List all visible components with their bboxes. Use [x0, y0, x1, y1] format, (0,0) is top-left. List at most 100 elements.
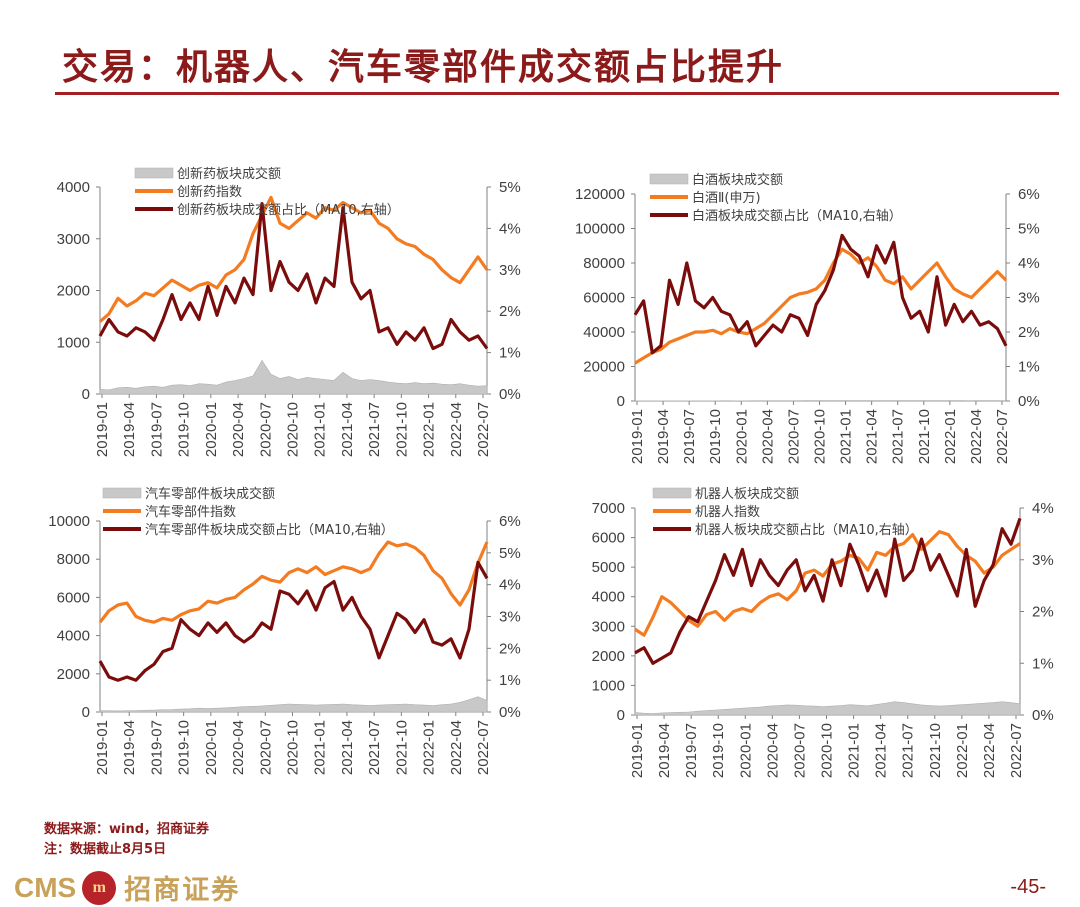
left-tick-label: 60000: [583, 290, 625, 307]
right-tick-label: 4%: [1018, 255, 1040, 272]
right-tick-label: 2%: [499, 640, 521, 657]
source-note: 数据来源：wind，招商证券: [44, 822, 210, 837]
legend-label: 机器人指数: [695, 505, 760, 520]
legend-swatch-volume: [652, 487, 692, 499]
right-tick-label: 5%: [499, 545, 521, 562]
x-tick-label: 2022-07: [994, 409, 1011, 464]
series-volume-area: [634, 701, 1021, 716]
left-tick-label: 2000: [57, 666, 90, 683]
x-tick-label: 2021-04: [339, 720, 356, 775]
x-tick-label: 2022-07: [475, 720, 492, 775]
x-tick-label: 2020-10: [285, 402, 302, 457]
left-tick-label: 120000: [575, 186, 625, 203]
title-underline: [55, 92, 1059, 95]
x-tick-label: 2022-07: [475, 402, 492, 457]
x-tick-label: 2019-04: [121, 402, 138, 457]
series-share-line: [98, 202, 489, 351]
left-tick-label: 100000: [575, 221, 625, 238]
right-tick-label: 1%: [499, 672, 521, 689]
x-tick-label: 2019-10: [707, 409, 724, 464]
x-tick-label: 2020-10: [812, 409, 829, 464]
series-index-line: [98, 195, 489, 323]
x-tick-label: 2019-10: [710, 723, 727, 778]
x-tick-label: 2019-10: [176, 402, 193, 457]
x-tick-label: 2019-01: [629, 409, 646, 464]
x-tick-label: 2021-10: [927, 723, 944, 778]
x-tick-label: 2021-07: [366, 402, 383, 457]
left-tick-label: 4000: [57, 628, 90, 645]
right-tick-label: 0%: [1018, 393, 1040, 410]
right-tick-label: 6%: [499, 513, 521, 530]
right-tick-label: 5%: [499, 179, 521, 196]
left-tick-label: 2000: [592, 648, 625, 665]
x-tick-label: 2022-01: [942, 409, 959, 464]
x-tick-label: 2020-04: [230, 402, 247, 457]
left-tick-label: 80000: [583, 255, 625, 272]
x-tick-label: 2021-10: [393, 402, 410, 457]
left-tick-label: 3000: [592, 618, 625, 635]
legend-swatch-volume: [102, 487, 142, 499]
x-tick-label: 2019-04: [656, 723, 673, 778]
chart-robot: 0 1000 2000 3000 4000 5000 6000 7000 0% 1% 2% 3% 4% 2…: [592, 486, 1054, 778]
left-tick-label: 8000: [57, 551, 90, 568]
x-tick-label: 2021-04: [873, 723, 890, 778]
x-tick-label: 2021-01: [846, 723, 863, 778]
x-tick-label: 2019-01: [94, 720, 111, 775]
right-tick-label: 3%: [499, 609, 521, 626]
legend-label: 白酒板块成交额: [692, 172, 783, 188]
left-tick-label: 6000: [592, 530, 625, 547]
legend-label: 白酒板块成交额占比（MA10,右轴）: [692, 208, 902, 224]
right-tick-label: 1%: [1018, 359, 1040, 376]
left-tick-label: 3000: [57, 231, 90, 248]
series-share-line: [98, 560, 489, 682]
left-tick-label: 20000: [583, 359, 625, 376]
series-index-line: [98, 540, 489, 624]
left-tick-label: 4000: [592, 589, 625, 606]
x-tick-label: 2022-04: [981, 723, 998, 778]
x-tick-label: 2021-01: [312, 720, 329, 775]
x-tick-label: 2020-07: [257, 402, 274, 457]
legend-label: 创新药指数: [177, 184, 242, 200]
left-tick-label: 0: [82, 704, 90, 721]
x-tick-label: 2020-07: [785, 409, 802, 464]
legend-label: 汽车零部件板块成交额占比（MA10,右轴）: [145, 522, 394, 538]
left-tick-label: 2000: [57, 283, 90, 300]
right-tick-label: 3%: [1032, 552, 1054, 569]
series-index-line: [634, 247, 1008, 365]
legend-swatch-volume: [649, 173, 689, 185]
left-tick-label: 1000: [57, 334, 90, 351]
x-tick-label: 2022-04: [968, 409, 985, 464]
chart-innovative-drug: 0 1000 2000 3000 4000 0% 1% 2% 3% 4% 5% 2019-01 2019…: [57, 166, 521, 457]
x-tick-label: 2021-01: [312, 402, 329, 457]
x-tick-label: 2022-04: [448, 720, 465, 775]
x-tick-label: 2020-01: [737, 723, 754, 778]
x-tick-label: 2022-04: [448, 402, 465, 457]
series-share-line: [633, 233, 1008, 355]
x-tick-label: 2019-07: [681, 409, 698, 464]
legend-label: 创新药板块成交额占比（MA10,右轴）: [177, 202, 400, 218]
x-tick-label: 2020-07: [791, 723, 808, 778]
data-cutoff-note: 注：数据截止8月5日: [44, 842, 167, 857]
right-tick-label: 6%: [1018, 186, 1040, 203]
left-tick-label: 1000: [592, 677, 625, 694]
x-tick-label: 2022-01: [954, 723, 971, 778]
right-tick-label: 4%: [1032, 500, 1054, 517]
right-tick-label: 2%: [1032, 604, 1054, 621]
cms-logo: CMS m 招商证券: [14, 868, 240, 907]
x-tick-label: 2022-01: [421, 720, 438, 775]
x-tick-label: 2021-01: [838, 409, 855, 464]
right-tick-label: 0%: [499, 704, 521, 721]
page-title: 交易：机器人、汽车零部件成交额占比提升: [62, 46, 785, 88]
page-number: -45-: [1010, 876, 1046, 898]
x-tick-label: 2020-04: [764, 723, 781, 778]
x-tick-label: 2021-07: [366, 720, 383, 775]
logo-cms-text: CMS: [14, 871, 77, 903]
series-volume-area: [99, 696, 488, 713]
left-tick-label: 0: [617, 393, 625, 410]
right-tick-label: 0%: [499, 386, 521, 403]
legend-label: 汽车零部件板块成交额: [145, 486, 275, 502]
chart-auto-parts: 0 2000 4000 6000 8000 10000 0% 1% 2% 3% 4% 5% 6% 2019…: [48, 486, 521, 775]
right-tick-label: 4%: [499, 577, 521, 594]
series-index-line: [634, 530, 1021, 637]
x-tick-label: 2021-10: [393, 720, 410, 775]
